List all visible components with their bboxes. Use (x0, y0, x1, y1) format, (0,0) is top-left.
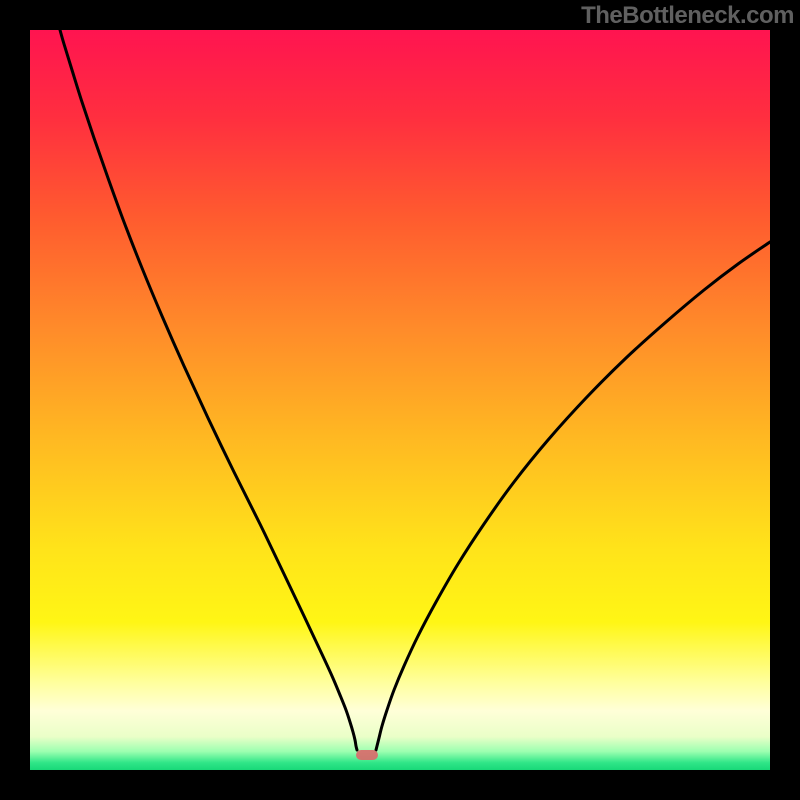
gradient-background (30, 30, 770, 770)
frame-border-bottom (0, 770, 800, 800)
plot-svg (30, 30, 770, 770)
watermark-text: TheBottleneck.com (581, 2, 794, 30)
frame-border-left (0, 0, 30, 800)
chart-frame: TheBottleneck.com (0, 0, 800, 800)
minimum-marker (356, 750, 378, 760)
plot-area (30, 30, 770, 770)
frame-border-right (770, 0, 800, 800)
